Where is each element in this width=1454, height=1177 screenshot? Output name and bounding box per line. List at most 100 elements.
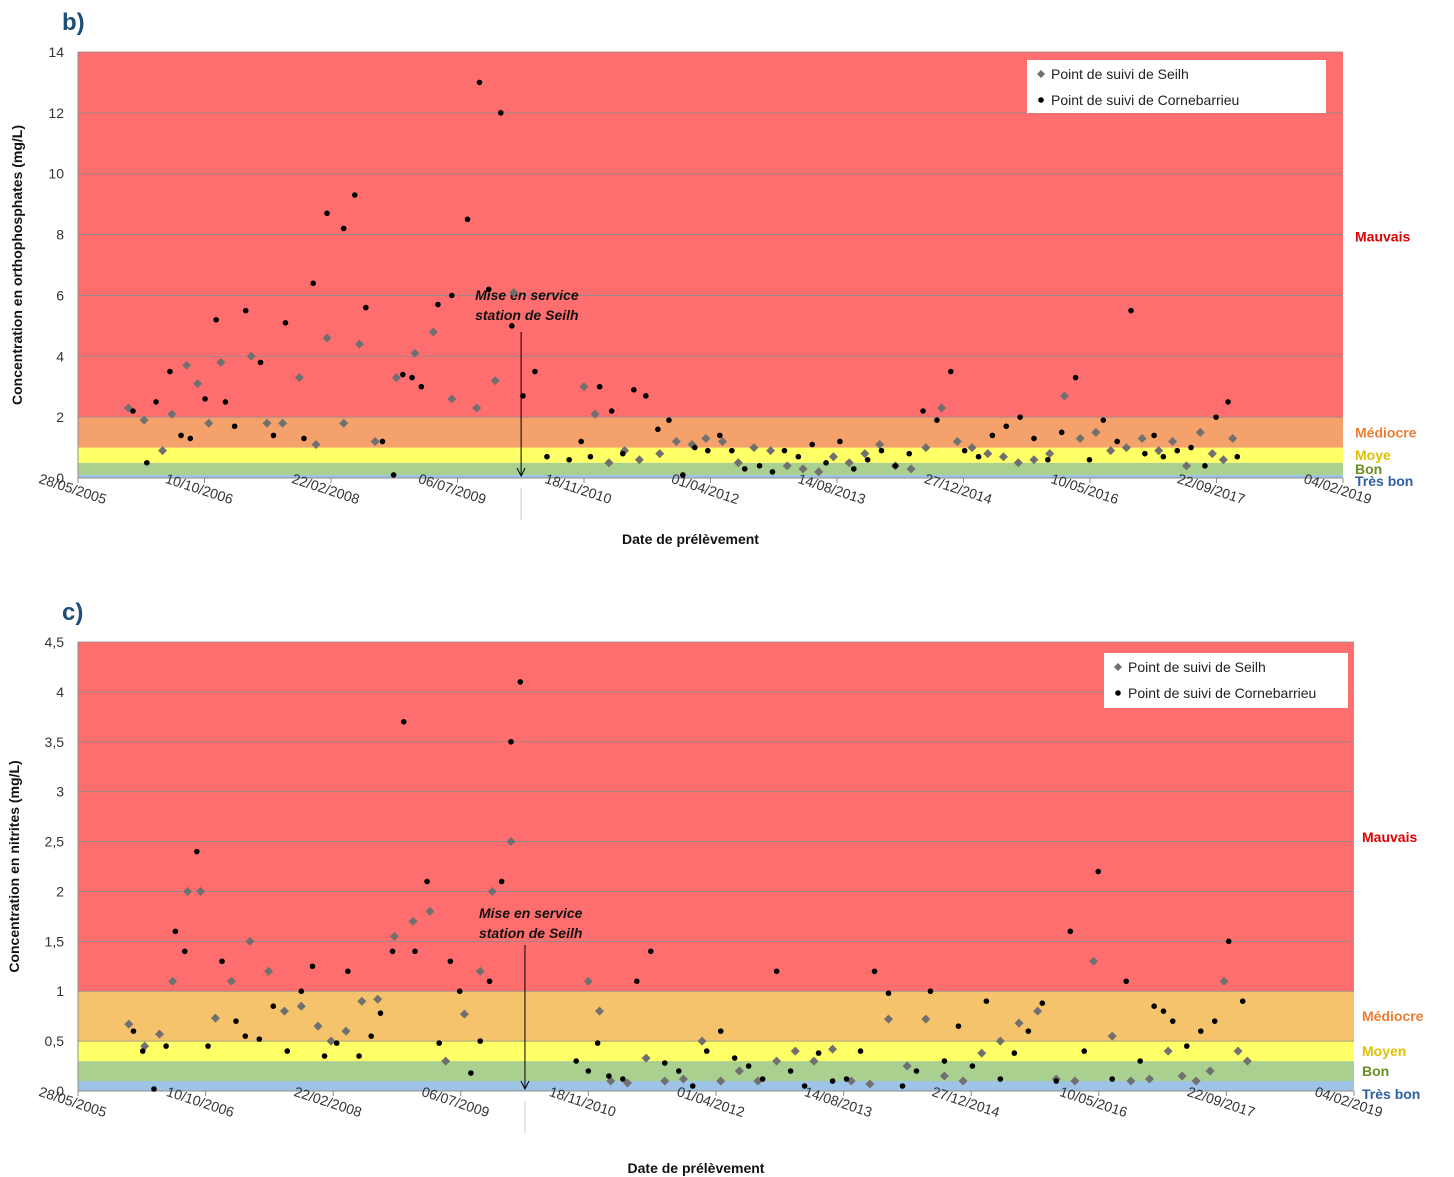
zone-label: Mauvais xyxy=(1355,229,1410,245)
zone-label: Mauvais xyxy=(1362,829,1417,845)
data-point-seilh xyxy=(158,446,168,456)
y-tick-label: 0 xyxy=(56,470,64,486)
data-point-cornebarrieu xyxy=(573,1058,580,1064)
data-point-cornebarrieu xyxy=(1081,1048,1088,1054)
data-point-cornebarrieu xyxy=(178,432,184,439)
data-point-cornebarrieu xyxy=(1128,307,1134,314)
data-point-cornebarrieu xyxy=(608,408,615,414)
data-point-cornebarrieu xyxy=(1160,1008,1167,1014)
data-point-cornebarrieu xyxy=(643,393,649,399)
data-point-cornebarrieu xyxy=(139,1048,146,1054)
data-point-cornebarrieu xyxy=(205,1043,211,1049)
data-point-cornebarrieu xyxy=(704,447,711,454)
data-point-cornebarrieu xyxy=(587,453,594,460)
data-point-seilh xyxy=(313,1021,323,1031)
data-point-seilh xyxy=(339,418,349,428)
data-point-cornebarrieu xyxy=(379,438,386,445)
data-point-cornebarrieu xyxy=(497,110,504,116)
data-point-seilh xyxy=(921,1014,931,1024)
data-point-cornebarrieu xyxy=(400,371,406,378)
zone-label: Bon xyxy=(1362,1063,1389,1079)
data-point-seilh xyxy=(1137,433,1147,443)
data-point-cornebarrieu xyxy=(486,978,493,985)
data-point-cornebarrieu xyxy=(566,456,572,463)
data-point-cornebarrieu xyxy=(1160,453,1167,460)
zone-band xyxy=(78,474,1343,478)
data-point-cornebarrieu xyxy=(745,1063,752,1069)
data-point-cornebarrieu xyxy=(878,447,885,454)
data-point-seilh xyxy=(1121,443,1131,453)
data-point-seilh xyxy=(168,976,178,986)
data-point-seilh xyxy=(341,1026,351,1036)
data-point-cornebarrieu xyxy=(661,1060,668,1066)
data-point-seilh xyxy=(1219,976,1229,986)
annotation-line-2: station de Seilh xyxy=(479,925,582,941)
y-tick-label: 2 xyxy=(56,409,64,425)
data-point-cornebarrieu xyxy=(356,1053,362,1059)
data-point-seilh xyxy=(660,1076,670,1086)
data-point-seilh xyxy=(354,339,364,349)
y-tick-label: 3,5 xyxy=(45,734,65,750)
data-point-seilh xyxy=(1059,391,1069,401)
zone-band xyxy=(78,1041,1354,1062)
data-point-cornebarrieu xyxy=(631,386,637,393)
data-point-cornebarrieu xyxy=(871,968,878,975)
data-point-cornebarrieu xyxy=(655,426,661,433)
legend: Point de suivi de Seilh Point de suivi de… xyxy=(1027,60,1326,113)
annotation-line-1: Mise en service xyxy=(475,287,579,303)
y-tick-label: 10 xyxy=(48,166,64,182)
zone-label: Médiocre xyxy=(1355,424,1417,440)
data-point-cornebarrieu xyxy=(1109,1076,1116,1082)
data-point-seilh xyxy=(939,1071,949,1081)
legend-label: Point de suivi de Cornebarrieu xyxy=(1128,685,1316,701)
data-point-cornebarrieu xyxy=(377,1010,384,1016)
zone-label: Moye xyxy=(1355,447,1391,463)
data-point-cornebarrieu xyxy=(729,447,735,454)
zone-label: Médiocre xyxy=(1362,1008,1424,1024)
data-point-cornebarrieu xyxy=(885,990,892,997)
data-point-seilh xyxy=(655,449,665,459)
data-point-seilh xyxy=(182,360,192,370)
annotation-line-2: station de Seilh xyxy=(475,307,578,323)
data-point-cornebarrieu xyxy=(172,928,179,935)
data-point-cornebarrieu xyxy=(934,417,940,423)
data-point-cornebarrieu xyxy=(1123,978,1129,985)
data-point-cornebarrieu xyxy=(167,368,173,375)
data-point-cornebarrieu xyxy=(1031,435,1037,442)
data-point-cornebarrieu xyxy=(284,1048,291,1054)
data-point-seilh xyxy=(357,996,367,1006)
data-point-seilh xyxy=(1154,446,1164,456)
data-point-seilh xyxy=(1013,458,1023,468)
data-point-cornebarrieu xyxy=(448,292,455,299)
data-point-cornebarrieu xyxy=(1011,1050,1018,1056)
x-axis-title: Date de prélèvement xyxy=(622,531,759,547)
data-point-seilh xyxy=(204,418,214,428)
data-point-cornebarrieu xyxy=(1072,374,1079,381)
data-point-cornebarrieu xyxy=(692,444,698,451)
data-point-cornebarrieu xyxy=(456,988,463,995)
data-point-cornebarrieu xyxy=(680,472,686,478)
data-point-cornebarrieu xyxy=(298,988,305,995)
data-point-cornebarrieu xyxy=(1086,456,1093,463)
data-point-seilh xyxy=(977,1048,987,1058)
data-point-cornebarrieu xyxy=(153,399,159,405)
data-point-cornebarrieu xyxy=(781,447,788,454)
data-point-seilh xyxy=(226,976,236,986)
annotation-line-1: Mise en service xyxy=(479,905,583,921)
data-point-seilh xyxy=(1091,427,1101,437)
data-point-seilh xyxy=(790,1046,800,1056)
data-point-seilh xyxy=(967,443,977,453)
data-point-seilh xyxy=(1205,1066,1215,1076)
data-point-cornebarrieu xyxy=(301,435,307,442)
data-point-cornebarrieu xyxy=(731,1055,738,1061)
legend-box xyxy=(1027,60,1326,113)
data-point-cornebarrieu xyxy=(163,1043,169,1049)
data-point-cornebarrieu xyxy=(130,1028,137,1034)
data-point-seilh xyxy=(583,976,593,986)
data-point-seilh xyxy=(294,373,304,383)
data-point-cornebarrieu xyxy=(666,417,672,423)
data-point-cornebarrieu xyxy=(892,463,899,469)
legend-box xyxy=(1104,653,1348,708)
data-point-seilh xyxy=(428,327,438,337)
